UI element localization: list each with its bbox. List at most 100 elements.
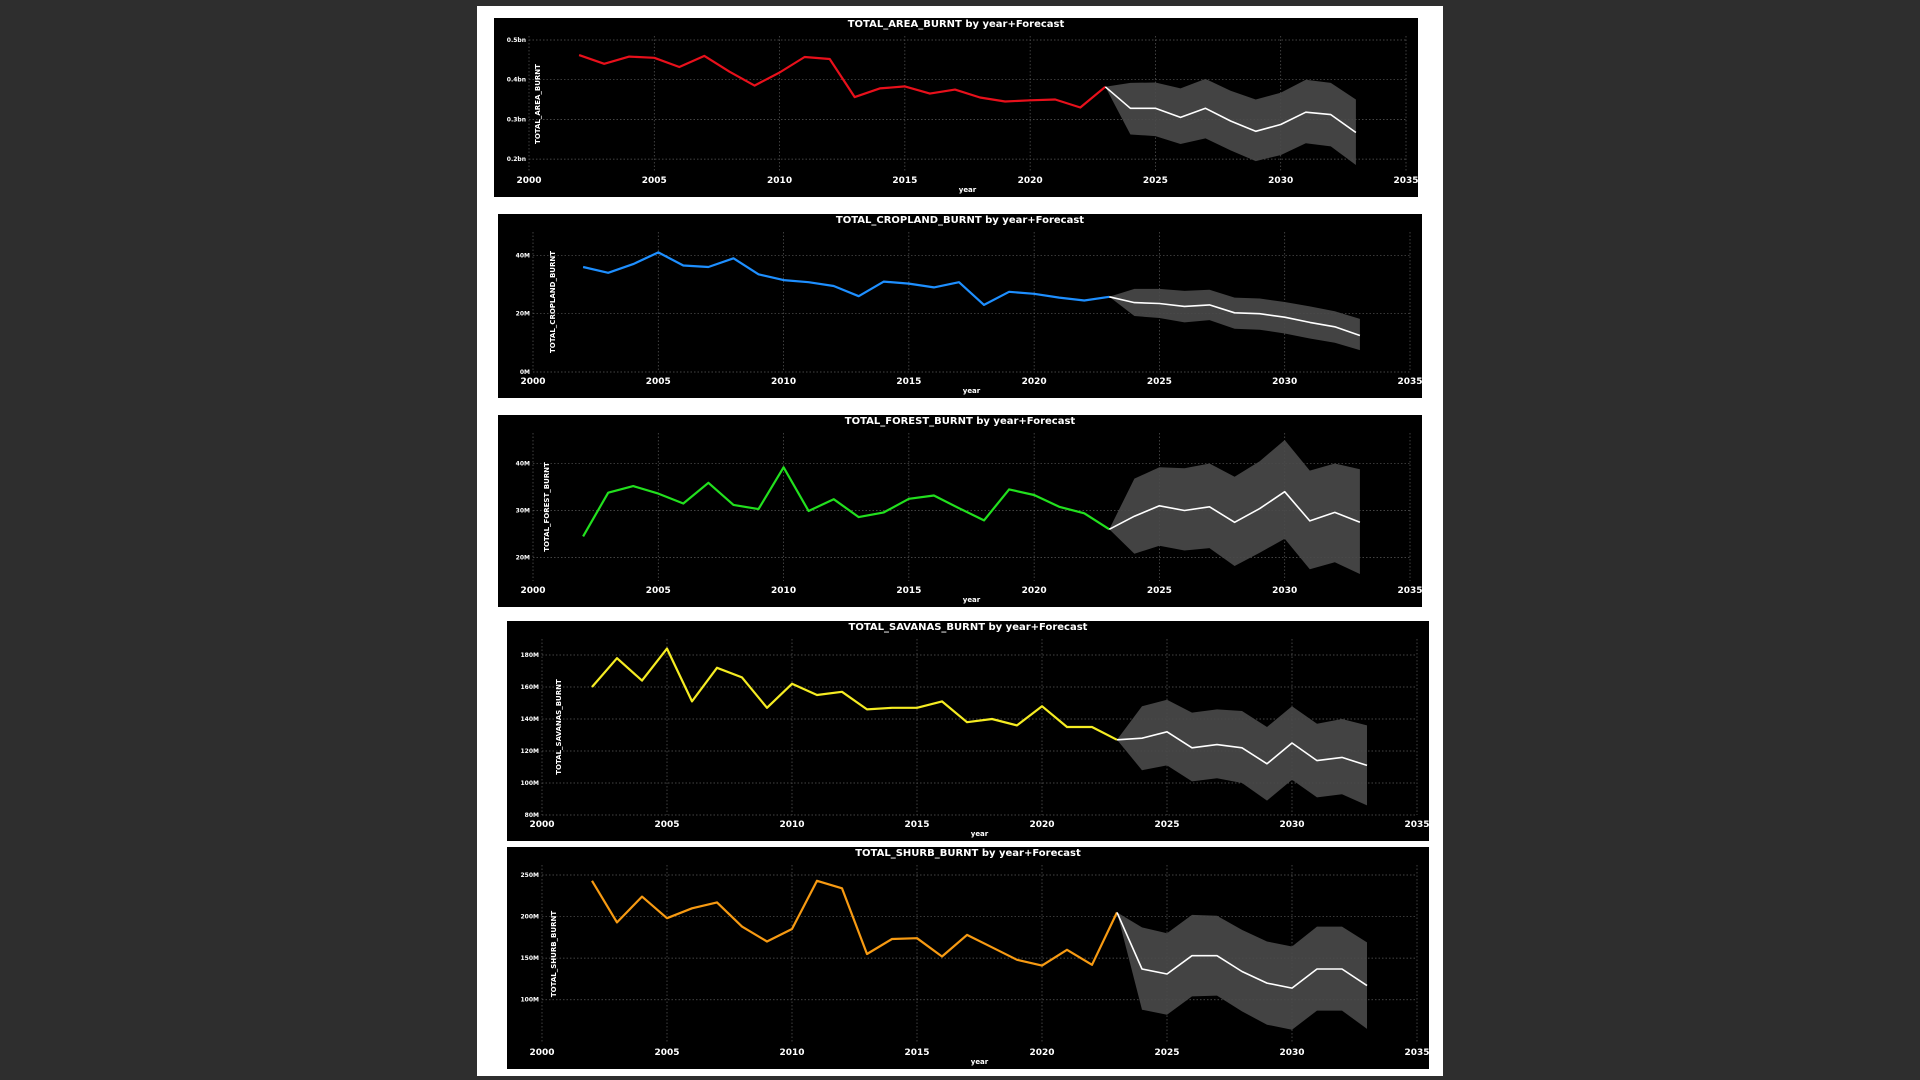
x-tick-label: 2030 <box>1272 377 1297 387</box>
x-tick-label: 2020 <box>1018 176 1043 186</box>
forecast-confidence-band <box>1109 440 1360 574</box>
x-tick-label: 2015 <box>896 586 921 596</box>
actual-series-line <box>591 879 1118 967</box>
x-tick-label: 2005 <box>646 377 671 387</box>
y-tick-label: 0M <box>520 369 530 376</box>
x-tick-label: 2020 <box>1022 377 1047 387</box>
x-tick-label: 2025 <box>1143 176 1168 186</box>
y-tick-label: 100M <box>521 780 540 787</box>
y-tick-label: 0.2bn <box>507 156 526 163</box>
x-tick-label: 2030 <box>1272 586 1297 596</box>
forecast-series-line <box>1104 86 1357 134</box>
savanas-burnt-plot: 2000 2005 2010 2015 2020 2025 2030 2035 80M 100M 1… <box>521 639 1429 830</box>
x-tick-label: 2020 <box>1022 586 1047 596</box>
x-tick-label: 2000 <box>529 820 554 830</box>
x-tick-label: 2015 <box>904 820 929 830</box>
y-tick-label: 20M <box>516 311 530 318</box>
x-tick-label: 2010 <box>779 1048 804 1058</box>
x-tick-label: 2035 <box>1397 377 1422 387</box>
actual-series-line <box>582 251 1110 307</box>
y-tick-label: 180M <box>521 652 540 659</box>
y-axis-label: TOTAL_SHURB_BURNT <box>550 910 559 998</box>
forest-burnt-chart: 2000 2005 2010 2015 2020 2025 2030 2035 20M 30M 40… <box>498 415 1422 607</box>
x-axis-label: year <box>958 186 977 194</box>
cropland-burnt-plot: 2000 2005 2010 2015 2020 2025 2030 2035 0M 20M 40M <box>516 232 1422 387</box>
x-tick-label: 2000 <box>520 377 545 387</box>
x-tick-label: 2010 <box>779 820 804 830</box>
x-tick-label: 2035 <box>1404 820 1429 830</box>
chart-title: TOTAL_CROPLAND_BURNT by year+Forecast <box>835 215 1085 226</box>
y-tick-label: 0.5bn <box>507 37 526 44</box>
y-tick-label: 120M <box>521 748 540 755</box>
x-tick-label: 2035 <box>1404 1048 1429 1058</box>
x-tick-label: 2025 <box>1154 1048 1179 1058</box>
y-tick-label: 250M <box>521 872 540 879</box>
chart-title: TOTAL_SHURB_BURNT by year+Forecast <box>855 848 1081 859</box>
x-tick-label: 2010 <box>767 176 792 186</box>
x-tick-label: 2030 <box>1279 820 1304 830</box>
y-tick-label: 40M <box>516 461 530 468</box>
x-axis-label: year <box>962 596 981 604</box>
chart-title: TOTAL_SAVANAS_BURNT by year+Forecast <box>848 622 1088 633</box>
forest-burnt-plot: 2000 2005 2010 2015 2020 2025 2030 2035 20M 30M 40… <box>516 433 1422 596</box>
shurb-burnt-plot: 2000 2005 2010 2015 2020 2025 2030 2035 100M 150M… <box>521 865 1429 1058</box>
area-burnt-plot: 2000 2005 2010 2015 2020 2025 2030 2035 0.2bn 0.3… <box>507 36 1418 186</box>
y-tick-label: 80M <box>525 812 539 819</box>
x-tick-label: 2030 <box>1279 1048 1304 1058</box>
x-axis-label: year <box>970 1058 989 1066</box>
chart-title: TOTAL_FOREST_BURNT by year+Forecast <box>844 416 1076 427</box>
x-tick-label: 2000 <box>529 1048 554 1058</box>
actual-series-line <box>582 466 1110 537</box>
x-tick-label: 2025 <box>1147 586 1172 596</box>
y-tick-label: 40M <box>516 252 530 259</box>
x-tick-label: 2025 <box>1154 820 1179 830</box>
x-tick-label: 2005 <box>654 820 679 830</box>
y-axis-label: TOTAL_CROPLAND_BURNT <box>549 250 558 354</box>
forecast-confidence-band <box>1109 288 1360 351</box>
area-burnt-chart: 2000 2005 2010 2015 2020 2025 2030 2035 0.2bn 0.3… <box>494 18 1418 197</box>
y-tick-label: 30M <box>516 508 530 515</box>
x-tick-label: 2010 <box>771 377 796 387</box>
forecast-series-line <box>1116 912 1368 989</box>
x-tick-label: 2005 <box>642 176 667 186</box>
forecast-series-line <box>1116 731 1368 767</box>
x-axis-label: year <box>970 830 989 838</box>
actual-series-line <box>578 54 1107 109</box>
y-tick-label: 140M <box>521 716 540 723</box>
y-axis-label: TOTAL_SAVANAS_BURNT <box>554 679 563 775</box>
forecast-series-line <box>1109 296 1361 337</box>
x-tick-label: 2015 <box>892 176 917 186</box>
x-tick-label: 2020 <box>1029 820 1054 830</box>
x-tick-label: 2020 <box>1029 1048 1054 1058</box>
forecast-confidence-band <box>1117 699 1367 806</box>
x-tick-label: 2010 <box>771 586 796 596</box>
savanas-burnt-chart: 2000 2005 2010 2015 2020 2025 2030 2035 80M 100M 1… <box>507 621 1429 841</box>
y-tick-label: 200M <box>521 914 540 921</box>
y-tick-label: 0.4bn <box>507 77 526 84</box>
x-axis-label: year <box>962 387 981 395</box>
report-page: 2000 2005 2010 2015 2020 2025 2030 2035 0.2bn 0.3… <box>477 6 1443 1076</box>
y-tick-label: 160M <box>521 684 540 691</box>
y-tick-label: 150M <box>521 955 540 962</box>
x-tick-label: 2005 <box>646 586 671 596</box>
actual-series-line <box>591 647 1118 741</box>
forecast-confidence-band <box>1105 78 1356 165</box>
x-tick-label: 2025 <box>1147 377 1172 387</box>
y-tick-label: 20M <box>516 555 530 562</box>
chart-title: TOTAL_AREA_BURNT by year+Forecast <box>847 19 1065 30</box>
y-axis-label: TOTAL_FOREST_BURNT <box>542 462 551 552</box>
y-axis-label: TOTAL_AREA_BURNT <box>533 63 542 144</box>
x-tick-label: 2035 <box>1397 586 1422 596</box>
x-tick-label: 2015 <box>904 1048 929 1058</box>
forecast-series-line <box>1108 490 1361 531</box>
cropland-burnt-chart: 2000 2005 2010 2015 2020 2025 2030 2035 0M 20M 40M… <box>498 214 1422 398</box>
x-tick-label: 2035 <box>1393 176 1418 186</box>
x-tick-label: 2000 <box>520 586 545 596</box>
y-tick-label: 0.3bn <box>507 116 526 123</box>
x-tick-label: 2000 <box>516 176 541 186</box>
x-tick-label: 2015 <box>896 377 921 387</box>
y-tick-label: 100M <box>521 997 540 1004</box>
x-tick-label: 2005 <box>654 1048 679 1058</box>
x-tick-label: 2030 <box>1268 176 1293 186</box>
shurb-burnt-chart: 2000 2005 2010 2015 2020 2025 2030 2035 100M 150M… <box>507 847 1429 1069</box>
